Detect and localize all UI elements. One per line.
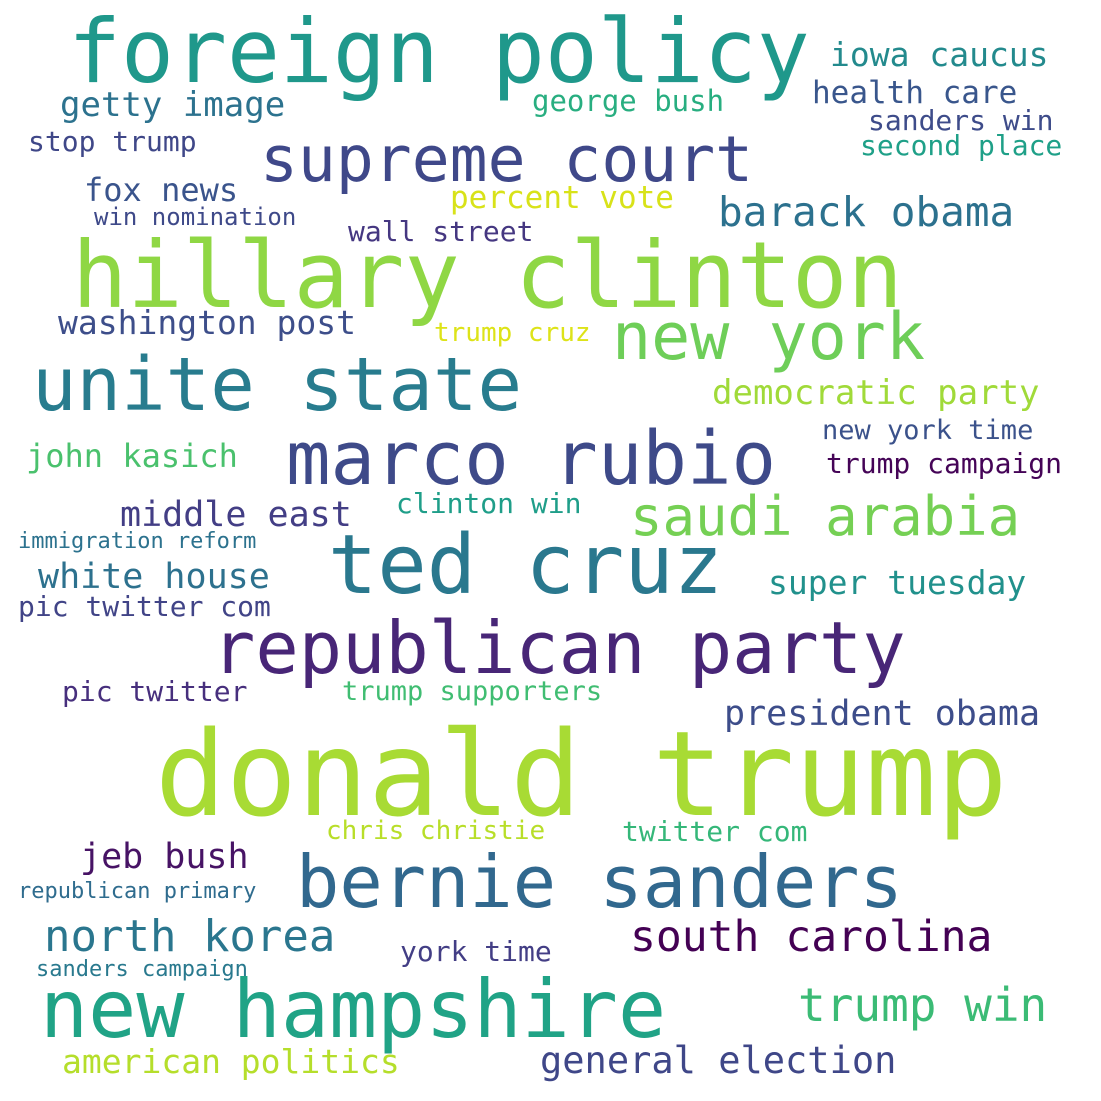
word-super-tuesday: super tuesday (768, 563, 1027, 602)
word-pic-twitter: pic twitter (62, 675, 248, 708)
word-hillary-clinton: hillary clinton (72, 222, 903, 329)
word-unite-state: unite state (32, 342, 523, 428)
word-foreign-policy: foreign policy (68, 0, 810, 103)
word-ted-cruz: ted cruz (328, 518, 723, 613)
word-immigration-reform: immigration reform (18, 529, 257, 554)
word-middle-east: middle east (120, 495, 352, 535)
word-new-york-time: new york time (822, 415, 1034, 446)
word-wall-street: wall street (348, 215, 534, 248)
word-pic-twitter-com: pic twitter com (18, 590, 271, 623)
word-clinton-win: clinton win (396, 487, 582, 520)
word-new-york: new york (612, 300, 926, 375)
word-south-carolina: south carolina (630, 912, 993, 962)
word-american-politics: american politics (62, 1042, 400, 1081)
word-supreme-court: supreme court (260, 123, 754, 196)
word-marco-rubio: marco rubio (286, 416, 777, 502)
word-general-election: general election (540, 1039, 897, 1082)
word-trump-campaign: trump campaign (826, 447, 1063, 480)
word-new-hampshire: new hampshire (40, 963, 667, 1056)
word-democratic-party: democratic party (712, 373, 1040, 413)
word-barack-obama: barack obama (718, 188, 1015, 236)
word-republican-primary: republican primary (18, 879, 257, 904)
word-percent-vote: percent vote (450, 180, 674, 216)
word-sanders-win: sanders win (868, 104, 1054, 137)
word-president-obama: president obama (724, 694, 1041, 734)
word-getty-image: getty image (60, 85, 286, 125)
word-john-kasich: john kasich (26, 437, 238, 475)
word-saudi-arabia: saudi arabia (630, 485, 1021, 548)
word-health-care: health care (812, 75, 1018, 111)
word-chris-christie: chris christie (326, 816, 546, 846)
word-sanders-campaign: sanders campaign (36, 957, 248, 982)
word-jeb-bush: jeb bush (80, 837, 249, 877)
word-twitter-com: twitter com (622, 815, 808, 848)
word-washington-post: washington post (58, 303, 357, 342)
word-george-bush: george bush (532, 84, 725, 118)
word-fox-news: fox news (84, 171, 239, 209)
word-trump-supporters: trump supporters (342, 676, 603, 707)
word-stop-trump: stop trump (28, 125, 197, 158)
word-iowa-caucus: iowa caucus (830, 35, 1049, 74)
word-second-place: second place (860, 129, 1063, 162)
word-bernie-sanders: bernie sanders (296, 840, 903, 924)
word-north-korea: north korea (44, 911, 336, 962)
word-win-nomination: win nomination (94, 203, 297, 231)
word-republican-party: republican party (212, 606, 906, 690)
word-white-house: white house (38, 557, 270, 597)
word-trump-cruz: trump cruz (434, 318, 591, 348)
word-trump-win: trump win (798, 978, 1048, 1032)
word-york-time: york time (400, 935, 552, 968)
word-donald-trump: donald trump (155, 705, 1008, 843)
